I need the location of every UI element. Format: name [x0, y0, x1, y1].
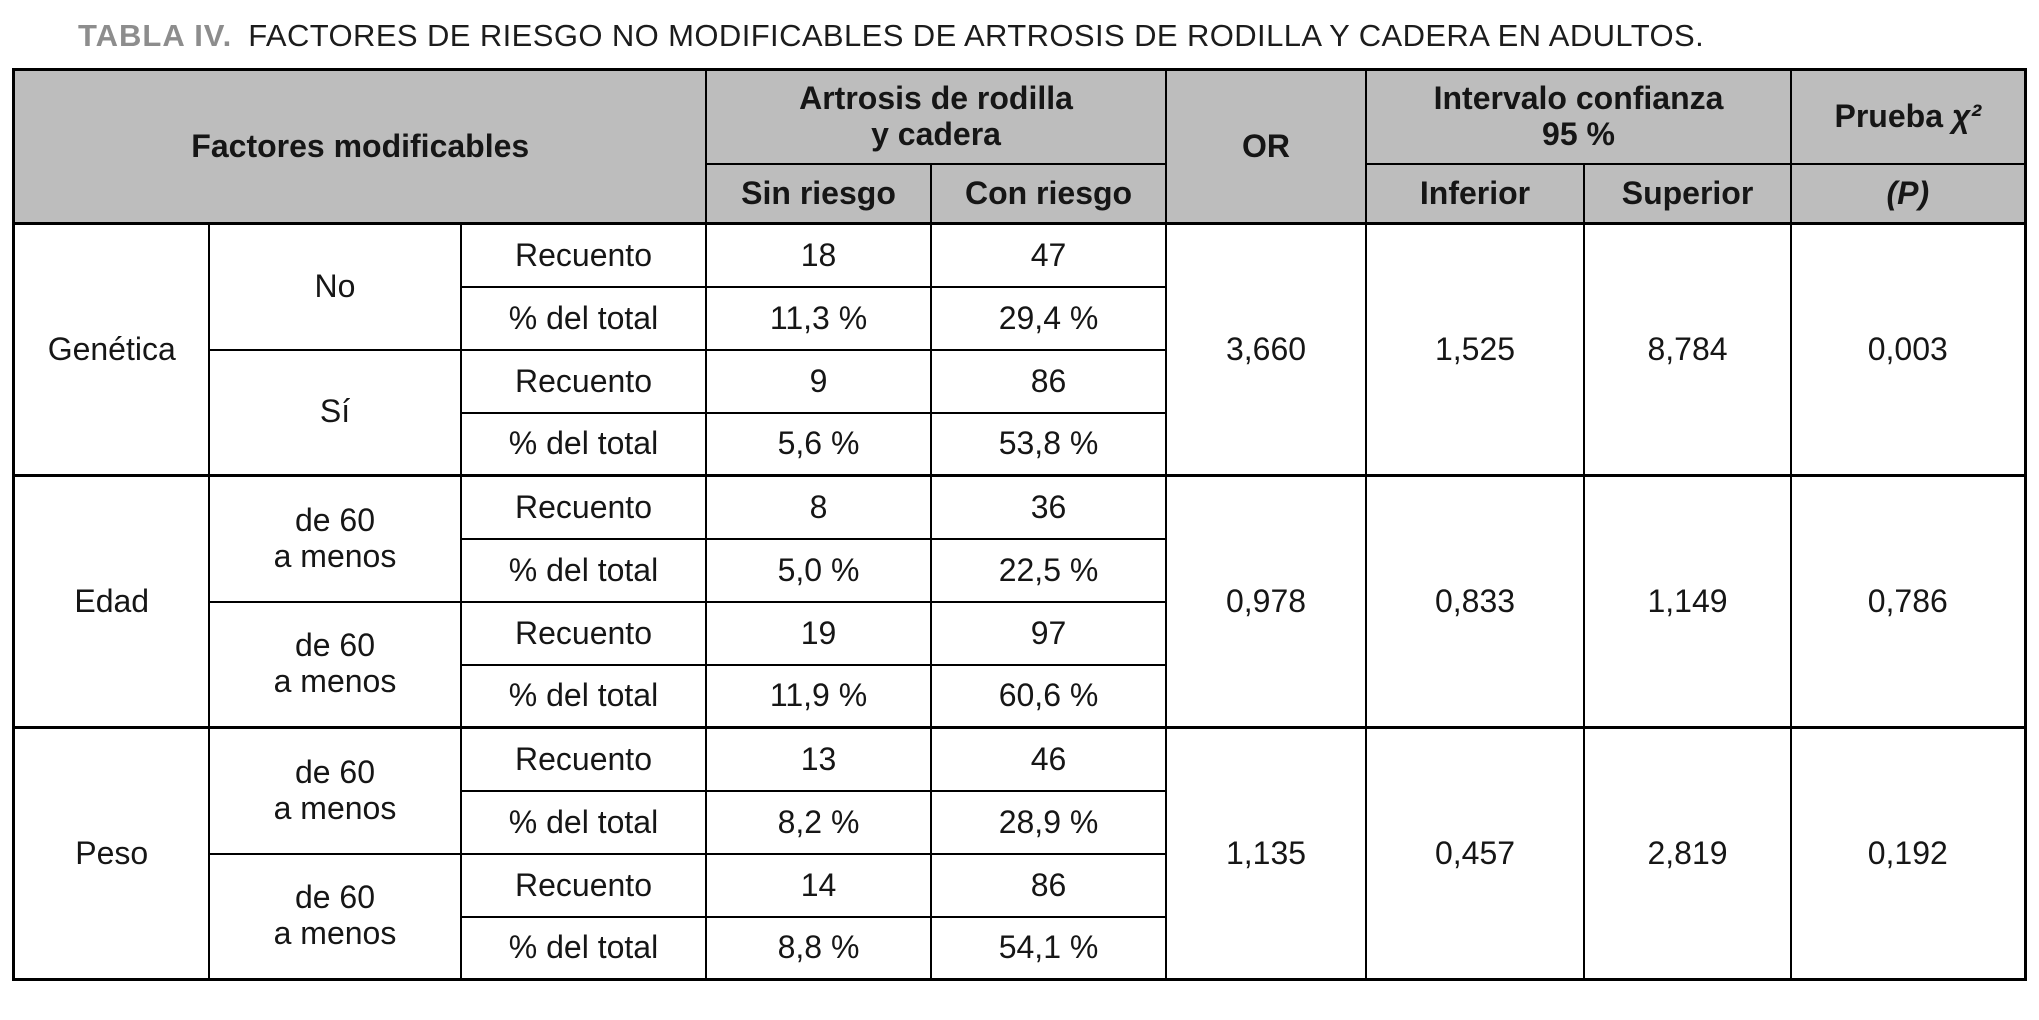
- value-sin-riesgo: 11,3 %: [705, 285, 933, 351]
- value-con-riesgo: 53,8 %: [930, 411, 1168, 477]
- measure-cell: % del total: [459, 411, 708, 477]
- value-sin-riesgo: 8,2 %: [705, 789, 933, 855]
- table-row: % del total 8,2 % 28,9 %: [14, 789, 2025, 855]
- table-row: Peso de 60 a menos Recuento 13 46 1,135 …: [12, 726, 2027, 981]
- ci-inferior-value: 0,457: [1365, 726, 1586, 981]
- table-row: % del total 11,3 % 29,4 %: [14, 285, 2025, 351]
- header-prueba-text: Prueba: [1834, 98, 1943, 135]
- value-con-riesgo: 97: [930, 600, 1168, 666]
- ci-superior-value: 2,819: [1583, 726, 1793, 981]
- ci-superior-value: 8,784: [1583, 222, 1793, 477]
- table-caption-text: FACTORES DE RIESGO NO MODIFICABLES DE AR…: [248, 18, 1705, 53]
- risk-factors-table: Factores modificables Artrosis de rodill…: [12, 68, 2027, 981]
- header-artrosis: Artrosis de rodilla y cadera: [705, 68, 1168, 165]
- value-con-riesgo: 28,9 %: [930, 789, 1168, 855]
- measure-cell: Recuento: [459, 600, 708, 666]
- value-sin-riesgo: 19: [705, 600, 933, 666]
- subgroup-cell: Sí: [207, 348, 462, 477]
- table-row: % del total 5,6 % 53,8 %: [14, 411, 2025, 477]
- chi-squared-symbol: χ²: [1951, 98, 1982, 135]
- header-intervalo-confianza: Intervalo confianza 95 %: [1365, 68, 1793, 165]
- subgroup-cell: de 60 a menos: [207, 600, 462, 729]
- subgroup-cell: de 60 a menos: [207, 852, 462, 981]
- value-sin-riesgo: 14: [705, 852, 933, 918]
- ci-inferior-value: 0,833: [1365, 474, 1586, 729]
- p-value: 0,786: [1790, 474, 2027, 729]
- header-prueba-chi2: Prueba χ²: [1790, 68, 2027, 165]
- table-row: de 60 a menos Recuento 19 97: [14, 600, 2025, 729]
- header-inferior: Inferior: [1365, 162, 1586, 225]
- header-p-value: (P): [1790, 162, 2027, 225]
- or-value: 3,660: [1165, 222, 1368, 477]
- table-body: Genética No Recuento 18 47 3,660 1,525 8…: [12, 222, 2027, 981]
- table-row: de 60 a menos Recuento 14 86: [14, 852, 2025, 981]
- subgroup-cell: de 60 a menos: [207, 726, 462, 855]
- subgroup-cell: No: [207, 222, 462, 351]
- table-row: Sí Recuento 9 86: [14, 348, 2025, 477]
- ci-inferior-value: 1,525: [1365, 222, 1586, 477]
- factor-cell: Edad: [12, 474, 210, 729]
- header-sin-riesgo: Sin riesgo: [705, 162, 933, 225]
- measure-cell: Recuento: [459, 726, 708, 792]
- header-superior: Superior: [1583, 162, 1793, 225]
- value-con-riesgo: 29,4 %: [930, 285, 1168, 351]
- value-sin-riesgo: 9: [705, 348, 933, 414]
- measure-cell: % del total: [459, 789, 708, 855]
- header-or: OR: [1165, 68, 1368, 225]
- measure-cell: Recuento: [459, 222, 708, 288]
- table-row: % del total 8,8 % 54,1 %: [14, 915, 2025, 981]
- value-con-riesgo: 60,6 %: [930, 663, 1168, 729]
- value-con-riesgo: 46: [930, 726, 1168, 792]
- table-row: % del total 11,9 % 60,6 %: [14, 663, 2025, 729]
- header-row-2: Sin riesgo Con riesgo Inferior Superior …: [14, 162, 2027, 225]
- subgroup-cell: de 60 a menos: [207, 474, 462, 603]
- factor-cell: Peso: [12, 726, 210, 981]
- measure-cell: % del total: [459, 537, 708, 603]
- value-con-riesgo: 47: [930, 222, 1168, 288]
- value-sin-riesgo: 18: [705, 222, 933, 288]
- ci-superior-value: 1,149: [1583, 474, 1793, 729]
- factor-cell: Genética: [12, 222, 210, 477]
- value-sin-riesgo: 5,6 %: [705, 411, 933, 477]
- table-row: % del total 5,0 % 22,5 %: [14, 537, 2025, 603]
- measure-cell: % del total: [459, 285, 708, 351]
- measure-cell: % del total: [459, 915, 708, 981]
- measure-cell: Recuento: [459, 474, 708, 540]
- p-value: 0,003: [1790, 222, 2027, 477]
- value-sin-riesgo: 5,0 %: [705, 537, 933, 603]
- or-value: 1,135: [1165, 726, 1368, 981]
- value-con-riesgo: 22,5 %: [930, 537, 1168, 603]
- value-con-riesgo: 86: [930, 852, 1168, 918]
- table-caption-label: TABLA IV.: [78, 18, 233, 53]
- table-row: Edad de 60 a menos Recuento 8 36 0,978 0…: [12, 474, 2027, 729]
- header-factores: Factores modificables: [12, 68, 708, 225]
- table-header: Factores modificables Artrosis de rodill…: [12, 68, 2027, 225]
- header-con-riesgo: Con riesgo: [930, 162, 1168, 225]
- table-caption: TABLA IV. FACTORES DE RIESGO NO MODIFICAB…: [0, 0, 2039, 68]
- or-value: 0,978: [1165, 474, 1368, 729]
- value-sin-riesgo: 8,8 %: [705, 915, 933, 981]
- value-con-riesgo: 86: [930, 348, 1168, 414]
- value-sin-riesgo: 11,9 %: [705, 663, 933, 729]
- header-row-1: Factores modificables Artrosis de rodill…: [12, 68, 2027, 225]
- measure-cell: Recuento: [459, 852, 708, 918]
- measure-cell: % del total: [459, 663, 708, 729]
- p-value: 0,192: [1790, 726, 2027, 981]
- table-row: Genética No Recuento 18 47 3,660 1,525 8…: [12, 222, 2027, 477]
- measure-cell: Recuento: [459, 348, 708, 414]
- value-con-riesgo: 36: [930, 474, 1168, 540]
- value-con-riesgo: 54,1 %: [930, 915, 1168, 981]
- value-sin-riesgo: 13: [705, 726, 933, 792]
- value-sin-riesgo: 8: [705, 474, 933, 540]
